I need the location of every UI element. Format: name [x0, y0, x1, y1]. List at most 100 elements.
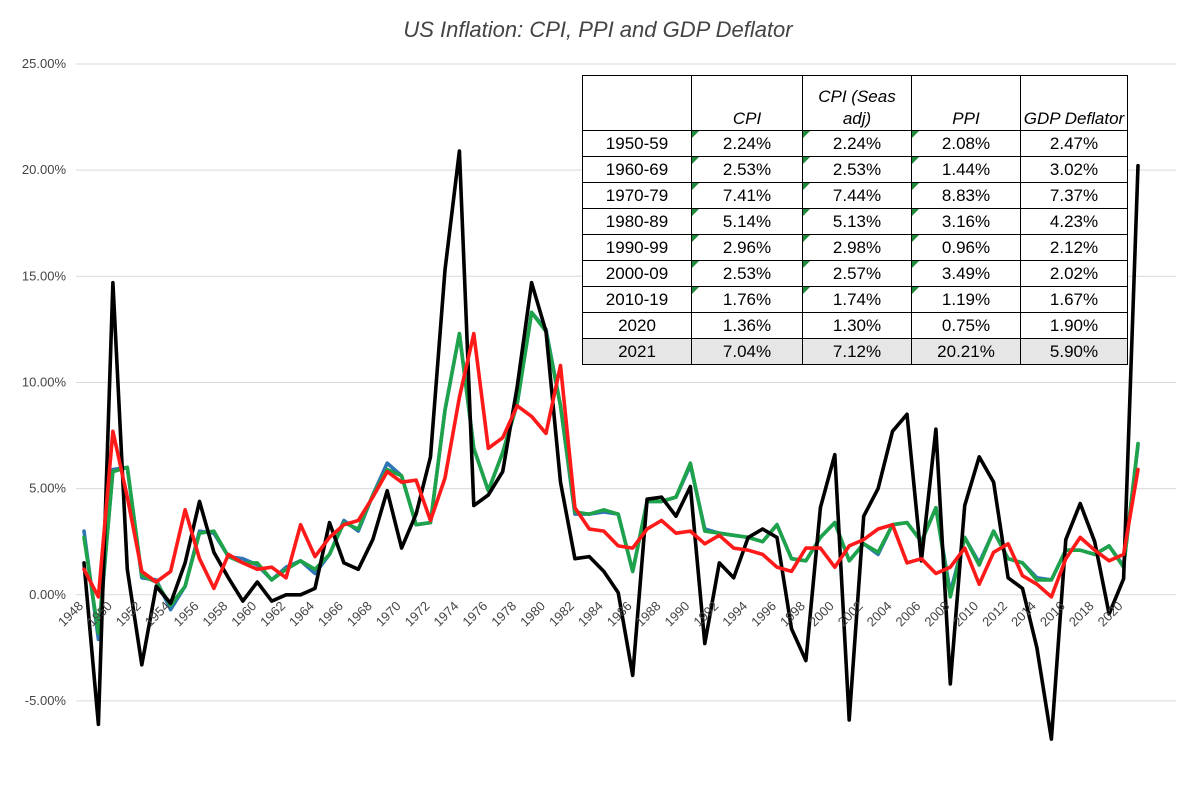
table-value-cell: 1.76%: [691, 286, 803, 313]
table-row: 1950-59 2.24% 2.24% 2.08% 2.47%: [582, 130, 1128, 157]
series-lines: [82, 149, 1140, 741]
table-value-cell: 3.16%: [911, 208, 1021, 235]
table-value-cell: 1.67%: [1020, 286, 1128, 313]
table-value-cell: 1.90%: [1020, 312, 1128, 339]
table-period-cell: 1960-69: [582, 156, 692, 183]
x-tick-label: 1982: [546, 598, 577, 629]
table-value-cell: 5.13%: [802, 208, 912, 235]
x-tick-label: 1964: [286, 598, 317, 629]
table-value-cell: 7.12%: [802, 338, 912, 365]
table-value-cell: 1.19%: [911, 286, 1021, 313]
table-value-cell: 2.98%: [802, 234, 912, 261]
table-value-cell: 3.49%: [911, 260, 1021, 287]
x-tick-label: 1986: [604, 598, 635, 629]
table-row: 1970-79 7.41% 7.44% 8.83% 7.37%: [582, 182, 1128, 209]
x-tick-label: 1980: [517, 598, 548, 629]
y-tick-label: 0.00%: [29, 587, 66, 602]
x-tick-label: 1984: [575, 598, 606, 629]
table-value-cell: 7.41%: [691, 182, 803, 209]
table-period-cell: 2010-19: [582, 286, 692, 313]
table-period-cell: 1950-59: [582, 130, 692, 157]
table-value-cell: 1.44%: [911, 156, 1021, 183]
x-tick-label: 1960: [228, 598, 259, 629]
table-row: 1980-89 5.14% 5.13% 3.16% 4.23%: [582, 208, 1128, 235]
table-value-cell: 2.96%: [691, 234, 803, 261]
table-row: 2020 1.36% 1.30% 0.75% 1.90%: [582, 312, 1128, 339]
table-value-cell: 7.04%: [691, 338, 803, 365]
x-tick-label: 1994: [719, 598, 750, 629]
table-period-cell: 2020: [582, 312, 692, 339]
x-tick-label: 1996: [748, 598, 779, 629]
x-tick-label: 2010: [950, 598, 981, 629]
table-period-cell: 1970-79: [582, 182, 692, 209]
table-value-cell: 2.24%: [802, 130, 912, 157]
table-value-cell: 7.44%: [802, 182, 912, 209]
x-tick-label: 1952: [113, 598, 144, 629]
x-tick-label: 1968: [344, 598, 375, 629]
chart-title: US Inflation: CPI, PPI and GDP Deflator: [403, 17, 794, 42]
table-column-header: CPI (Seas adj): [802, 75, 912, 131]
table-value-cell: 2.12%: [1020, 234, 1128, 261]
table-row: 1990-99 2.96% 2.98% 0.96% 2.12%: [582, 234, 1128, 261]
x-tick-label: 2018: [1066, 598, 1097, 629]
table-value-cell: 2.24%: [691, 130, 803, 157]
table-period-cell: 2021: [582, 338, 692, 365]
x-tick-label: 1948: [55, 598, 86, 629]
x-tick-label: 2006: [892, 598, 923, 629]
y-tick-label: 25.00%: [22, 56, 67, 71]
table-value-cell: 7.37%: [1020, 182, 1128, 209]
x-tick-label: 2014: [1008, 598, 1039, 629]
table-row: 2000-09 2.53% 2.57% 3.49% 2.02%: [582, 260, 1128, 287]
table-column-header: CPI: [691, 75, 803, 131]
table-value-cell: 0.75%: [911, 312, 1021, 339]
table-column-header: [582, 75, 692, 131]
x-tick-label: 1958: [199, 598, 230, 629]
table-value-cell: 1.74%: [802, 286, 912, 313]
table-value-cell: 3.02%: [1020, 156, 1128, 183]
y-tick-label: 20.00%: [22, 162, 67, 177]
x-tick-label: 1992: [690, 598, 721, 629]
y-axis-ticks: -5.00% 0.00% 5.00% 10.00% 15.00% 20.00% 25.00%: [22, 56, 67, 708]
table-column-header: PPI: [911, 75, 1021, 131]
x-tick-label: 1962: [257, 598, 288, 629]
table-value-cell: 4.23%: [1020, 208, 1128, 235]
x-axis-ticks: 1948195019521954195619581960196219641966…: [55, 598, 1126, 629]
table-value-cell: 1.30%: [802, 312, 912, 339]
table-value-cell: 20.21%: [911, 338, 1021, 365]
x-tick-label: 2002: [835, 598, 866, 629]
table-column-header: GDP Deflator: [1020, 75, 1128, 131]
table-value-cell: 5.90%: [1020, 338, 1128, 365]
y-tick-label: 5.00%: [29, 481, 66, 496]
table-value-cell: 1.36%: [691, 312, 803, 339]
table-row: 2021 7.04% 7.12% 20.21% 5.90%: [582, 338, 1128, 365]
x-tick-label: 2020: [1095, 598, 1126, 629]
table-value-cell: 2.53%: [691, 260, 803, 287]
table-body: 1950-59 2.24% 2.24% 2.08% 2.47% 1960-69 2.53% 2…: [582, 130, 1128, 365]
table-header-row: CPI CPI (Seas adj) PPI GDP Deflator: [582, 75, 1128, 131]
table-row: 1960-69 2.53% 2.53% 1.44% 3.02%: [582, 156, 1128, 183]
table-value-cell: 2.02%: [1020, 260, 1128, 287]
x-tick-label: 1976: [459, 598, 490, 629]
y-tick-label: 10.00%: [22, 374, 67, 389]
table-value-cell: 2.08%: [911, 130, 1021, 157]
table-row: 2010-19 1.76% 1.74% 1.19% 1.67%: [582, 286, 1128, 313]
table-period-cell: 1980-89: [582, 208, 692, 235]
table-period-cell: 1990-99: [582, 234, 692, 261]
series-line-gdp-deflator: [82, 331, 1140, 599]
x-tick-label: 2004: [864, 598, 895, 629]
x-tick-label: 1966: [315, 598, 346, 629]
table-value-cell: 2.53%: [691, 156, 803, 183]
decade-average-table: CPI CPI (Seas adj) PPI GDP Deflator 1950-59…: [582, 75, 1128, 365]
table-value-cell: 8.83%: [911, 182, 1021, 209]
table-value-cell: 5.14%: [691, 208, 803, 235]
y-tick-label: 15.00%: [22, 268, 67, 283]
x-tick-label: 1974: [430, 598, 461, 629]
x-tick-label: 1990: [661, 598, 692, 629]
x-tick-label: 1970: [373, 598, 404, 629]
x-tick-label: 2016: [1037, 598, 1068, 629]
table-value-cell: 0.96%: [911, 234, 1021, 261]
table-value-cell: 2.53%: [802, 156, 912, 183]
y-tick-label: -5.00%: [25, 693, 67, 708]
table-value-cell: 2.47%: [1020, 130, 1128, 157]
